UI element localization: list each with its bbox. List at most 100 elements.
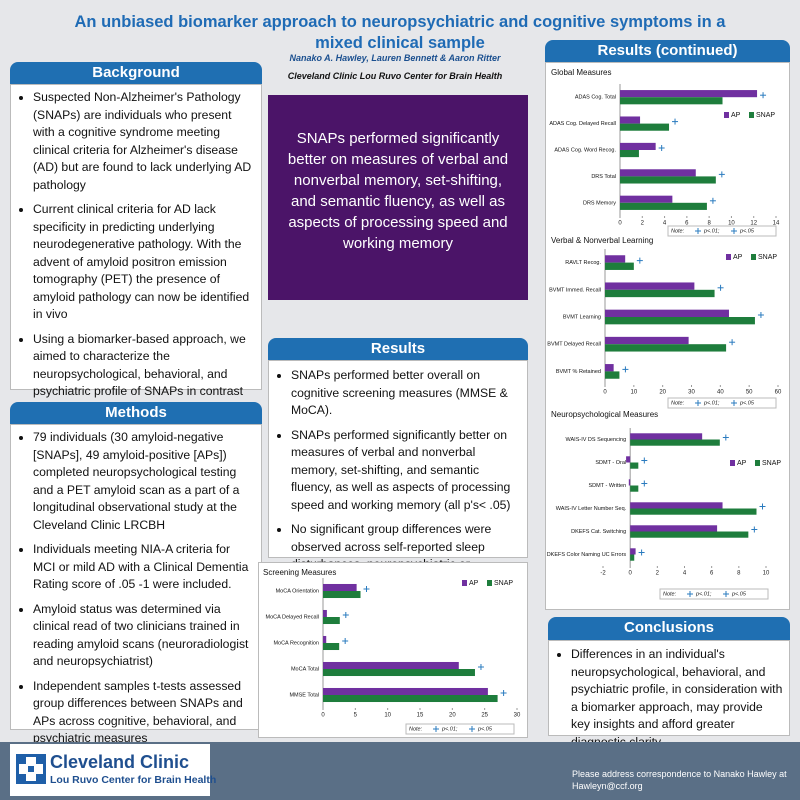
bar [323,695,498,703]
category-label: MoCA Total [291,666,319,672]
x-tick-label: 40 [717,390,724,396]
bar [630,485,639,492]
x-tick-label: 2 [656,571,660,577]
legend-label: AP [737,460,747,467]
x-tick-label: 5 [354,713,358,719]
bar [620,150,639,158]
note-text: p<.01; [703,228,720,234]
category-label: WAIS-IV DS Sequencing [566,437,627,443]
bar [620,116,641,124]
bar [323,609,327,617]
logo: Cleveland Clinic Lou Ruvo Center for Bra… [10,744,216,796]
note-text: Note: [671,228,685,234]
legend-swatch [755,460,760,466]
bullet: 79 individuals (30 amyloid-negative [SNA… [33,429,255,534]
note-box [405,723,515,735]
bar [323,591,361,599]
x-tick-label: 0 [628,571,632,577]
x-tick-label: 4 [663,221,667,227]
category-label: SDMT - Oral [595,460,626,466]
x-tick-label: 30 [514,713,521,719]
bar [323,635,327,643]
x-tick-label: 6 [685,221,689,227]
x-tick-label: 10 [728,221,735,227]
category-label: BVMT % Retained [556,369,601,375]
category-label: RAVLT Recog. [565,260,601,266]
bar [620,142,656,150]
logo-sub: Lou Ruvo Center for Brain Health [50,774,217,786]
x-tick-label: 60 [775,390,782,396]
x-tick-label: 50 [746,390,753,396]
x-tick-label: 4 [683,571,687,577]
category-label: MMSE Total [289,692,319,698]
category-label: BVMT Immed. Recall [549,287,601,293]
section-body [545,62,790,610]
bar [605,309,729,317]
bar [323,661,459,669]
bar [620,169,696,177]
bar [605,262,634,270]
section-heading: Results (continued) [545,40,790,62]
bar [626,456,631,463]
category-label: ADAS Cog. Word Recog. [554,147,616,153]
bar [605,336,689,345]
note-text: p<.01; [703,400,720,406]
logo-icon [16,754,46,784]
category-label: MoCA Delayed Recall [266,614,320,620]
bar [630,554,635,561]
x-tick-label: 14 [773,221,780,227]
note-text: p<.05 [731,591,747,597]
note-box [659,588,769,600]
x-tick-label: 8 [707,221,711,227]
bar [605,282,695,290]
bullet: Suspected Non-Alzheimer's Pathology (SNA… [33,89,255,194]
section-heading: Background [10,62,262,84]
bar [605,289,715,298]
legend-swatch [730,460,735,466]
note-box [667,397,777,409]
bar [630,508,757,515]
x-tick-label: -2 [600,571,606,577]
bar [630,462,639,469]
affiliation: Cleveland Clinic Lou Ruvo Center for Bra… [287,71,503,81]
bar [630,525,718,532]
chart-title: Screening Measures [263,568,336,577]
bar [620,176,716,184]
note-text: Note: [671,400,685,406]
chart-panel [258,562,528,738]
legend-swatch [724,112,729,118]
note-text: p<.01; [441,726,458,732]
section-body: SNAPs performed better overall on cognit… [268,360,528,589]
x-tick-label: 8 [737,571,741,577]
bar [620,97,723,105]
category-label: SDMT - Written [588,483,626,489]
bar [605,255,626,263]
bullet: Independent samples t-tests assessed gro… [33,678,255,748]
bar [605,317,755,325]
note-text: p<.05 [739,228,755,234]
bar [323,669,475,677]
bar [323,643,340,651]
legend-swatch [487,580,492,586]
section-heading: Results [268,338,528,360]
bar [323,583,357,591]
legend-label: AP [731,112,741,119]
bar [605,344,727,352]
bar [620,202,707,210]
bullet-list: Suspected Non-Alzheimer's Pathology (SNA… [11,85,261,418]
section-heading: Conclusions [548,617,790,640]
x-tick-label: 20 [449,713,456,719]
bullet: Individuals meeting NIA-A criteria for M… [33,541,255,594]
logo-name: Cleveland Clinic [50,752,190,772]
category-label: BVMT Learning [563,314,601,320]
contact: Please address correspondence to Nanako … [572,769,787,791]
bar [605,364,614,372]
note-text: Note: [663,591,677,597]
x-tick-label: 10 [384,713,391,719]
category-label: WAIS-IV Letter Number Seq. [556,506,627,512]
bullet-list: 79 individuals (30 amyloid-negative [SNA… [11,425,261,748]
x-tick-label: 0 [321,713,325,719]
bullet: Amyloid status was determined via clinic… [33,601,255,671]
bar [620,195,673,203]
x-tick-label: 10 [763,571,770,577]
